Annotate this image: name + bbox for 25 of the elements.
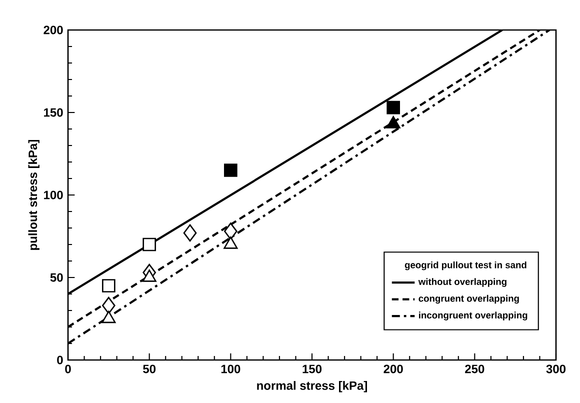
y-tick-label: 50 [50, 273, 63, 282]
point [142, 238, 156, 252]
legend-label: congruent overlapping [418, 295, 519, 304]
point [224, 164, 238, 178]
x-tick-label: 150 [302, 364, 322, 374]
legend-label: without overlapping [418, 278, 506, 288]
y-tick-label: 150 [44, 108, 63, 117]
y-tick-label: 100 [44, 190, 63, 200]
legend-label: incongruent overlapping [419, 312, 528, 321]
x-tick-label: 100 [221, 364, 240, 374]
x-tick-label: 50 [143, 364, 156, 374]
point [386, 101, 400, 114]
legend-title: geogrid pullout test in sand [404, 262, 526, 270]
x-tick-label: 300 [546, 364, 566, 374]
point [183, 224, 197, 242]
y-axis-title: pullout stress [kPa] [28, 140, 40, 250]
point [102, 297, 116, 314]
x-tick-label: 0 [65, 364, 71, 374]
y-tick-label: 200 [44, 26, 63, 34]
x-tick-label: 250 [465, 364, 484, 374]
x-axis-title: normal stress [kPa] [257, 381, 367, 392]
y-tick-label: 0 [57, 356, 63, 364]
x-tick-label: 200 [384, 364, 403, 374]
point [102, 279, 116, 293]
point [224, 222, 238, 240]
